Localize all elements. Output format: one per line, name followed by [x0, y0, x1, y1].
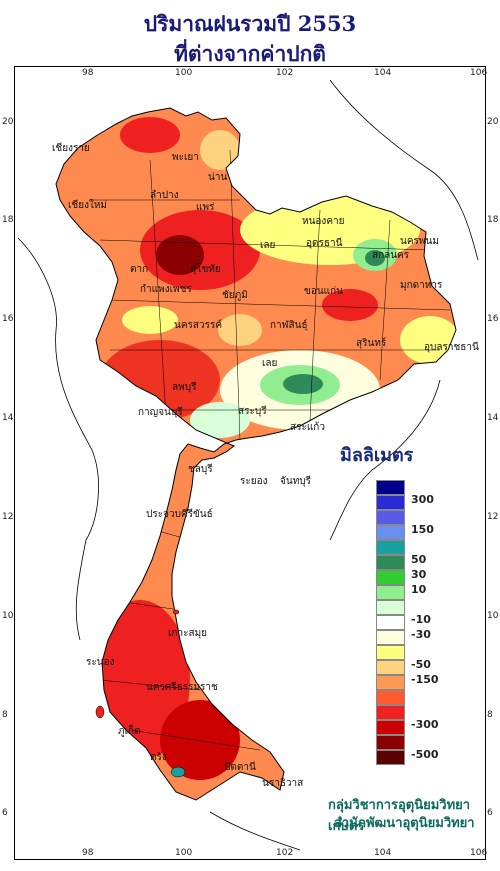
province-label: ลำปาง — [150, 190, 179, 201]
y-tick-14: 14 — [2, 413, 14, 423]
y-tick-20: 20 — [2, 117, 14, 127]
legend-swatch — [376, 480, 405, 495]
y-tick-8-right: 8 — [487, 710, 493, 720]
province-label: ชัยภูมิ — [222, 290, 248, 301]
legend-swatch — [376, 720, 405, 735]
province-label: กาฬสินธุ์ — [270, 320, 308, 331]
province-label: น่าน — [208, 172, 228, 183]
y-tick-16: 16 — [2, 314, 14, 324]
legend-label: -30 — [411, 628, 431, 641]
legend-title: มิลลิเมตร — [340, 445, 414, 466]
province-label: นครพนม — [400, 236, 439, 247]
province-label: สุรินทร์ — [356, 338, 387, 349]
legend-label: 30 — [411, 568, 427, 581]
province-label: ตรัง — [150, 752, 167, 763]
x-tick-100-bottom: 100 — [175, 848, 193, 858]
y-tick-16-right: 16 — [487, 314, 499, 324]
y-tick-8: 8 — [2, 710, 8, 720]
x-tick-100: 100 — [175, 68, 193, 78]
legend-swatch — [376, 750, 405, 765]
legend-label: -150 — [411, 673, 439, 686]
legend-label: 150 — [411, 523, 434, 536]
legend-swatch — [376, 630, 405, 645]
legend-label: 10 — [411, 583, 427, 596]
province-label: เลย — [262, 358, 278, 369]
legend-label: -500 — [411, 748, 439, 761]
x-tick-98-bottom: 98 — [82, 848, 94, 858]
y-tick-12: 12 — [2, 512, 14, 522]
province-label: นราธิวาส — [262, 778, 304, 789]
province-label: กาญจนบุรี — [138, 407, 183, 418]
credit-line-2: สำนักพัฒนาอุตุนิยมวิทยา — [334, 816, 475, 831]
credit-line-1: กลุ่มวิชาการอุตุนิยมวิทยาเกษตร — [328, 798, 471, 834]
x-tick-102: 102 — [276, 68, 294, 78]
legend-swatch — [376, 585, 405, 600]
y-tick-6-right: 6 — [487, 808, 493, 818]
province-label: หนองคาย — [302, 216, 345, 227]
province-label: สุโขทัย — [190, 264, 221, 275]
province-label: เกาะสมุย — [168, 628, 208, 639]
province-label: มุกดาหาร — [400, 280, 443, 291]
y-tick-10: 10 — [2, 611, 14, 621]
x-tick-106: 106 — [470, 68, 488, 78]
legend-swatch — [376, 570, 405, 585]
y-tick-20-right: 20 — [487, 117, 499, 127]
x-tick-104: 104 — [374, 68, 392, 78]
map-title: ปริมาณฝนรวมปี 2553 — [143, 11, 357, 36]
legend-swatch — [376, 690, 405, 705]
province-label: เชียงใหม่ — [68, 200, 108, 211]
province-label: กำแพงเพชร — [140, 284, 192, 295]
y-tick-18-right: 18 — [487, 215, 499, 225]
province-label: นครศรีธรรมราช — [146, 682, 218, 693]
province-label: พะเยา — [172, 152, 199, 163]
province-label: สระบุรี — [238, 406, 267, 417]
province-label: แพร่ — [196, 202, 215, 213]
legend-swatch — [376, 525, 405, 540]
province-label: ขอนแก่น — [304, 286, 344, 297]
legend-label: 50 — [411, 553, 427, 566]
legend-swatch — [376, 645, 405, 660]
province-label: ระนอง — [86, 657, 115, 668]
province-label: ปัตตานี — [224, 762, 256, 773]
legend-swatch — [376, 600, 405, 615]
legend-swatch — [376, 615, 405, 630]
province-label: เชียงราย — [52, 143, 90, 154]
y-tick-12-right: 12 — [487, 512, 499, 522]
legend-label: -50 — [411, 658, 431, 671]
y-tick-18: 18 — [2, 215, 14, 225]
province-label: ภูเก็ต — [118, 726, 141, 737]
x-tick-102-bottom: 102 — [276, 848, 294, 858]
legend-label: -300 — [411, 718, 439, 731]
legend-swatch — [376, 735, 405, 750]
province-label: ลพบุรี — [172, 382, 197, 393]
legend-label: -10 — [411, 613, 431, 626]
legend-swatch — [376, 675, 405, 690]
province-label: ระยอง — [240, 476, 268, 487]
y-tick-14-right: 14 — [487, 413, 499, 423]
legend-swatch — [376, 510, 405, 525]
province-label: ตาก — [130, 264, 149, 275]
x-tick-104-bottom: 104 — [374, 848, 392, 858]
province-label: ประจวบคีรีขันธ์ — [146, 509, 213, 520]
province-label: เลย — [260, 240, 276, 251]
y-tick-6: 6 — [2, 808, 8, 818]
province-label: อุดรธานี — [306, 238, 343, 249]
legend-swatch — [376, 660, 405, 675]
province-label: อุบลราชธานี — [424, 342, 479, 353]
y-tick-10-right: 10 — [487, 611, 499, 621]
province-label: ชลบุรี — [188, 464, 213, 475]
legend-swatch — [376, 555, 405, 570]
legend-label: 300 — [411, 493, 434, 506]
province-label: จันทบุรี — [280, 476, 312, 487]
x-tick-98: 98 — [82, 68, 94, 78]
map-subtitle: ที่ต่างจากค่าปกติ — [174, 41, 326, 66]
legend-swatch — [376, 495, 405, 510]
x-tick-106-bottom: 106 — [470, 848, 488, 858]
legend-swatch — [376, 705, 405, 720]
province-label: นครสวรรค์ — [174, 320, 223, 331]
legend-swatch — [376, 540, 405, 555]
province-label: สระแก้ว — [290, 422, 325, 433]
province-label: สกลนคร — [372, 250, 410, 261]
